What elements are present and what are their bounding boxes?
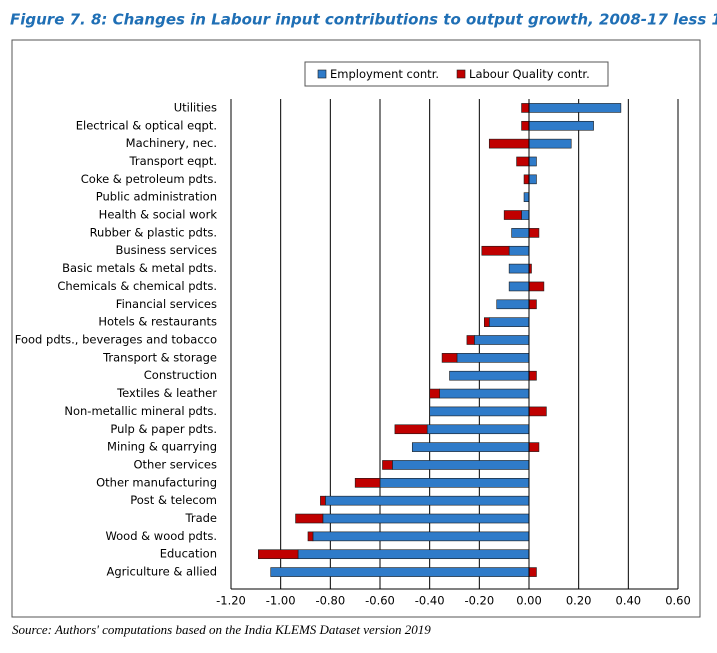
y-tick-label: Trade (185, 511, 218, 525)
x-tick-label: -0.60 (365, 594, 395, 608)
bar (523, 174, 530, 185)
bar (528, 103, 622, 113)
bar (325, 495, 530, 506)
y-tick-label: Pulp & paper pdts. (110, 422, 217, 436)
y-tick-label: Other services (134, 457, 218, 471)
bar (528, 567, 537, 577)
y-tick-label: Wood & wood pdts. (105, 529, 217, 543)
y-tick-label: Other manufacturing (96, 475, 217, 489)
legend-label: Employment contr. (330, 67, 439, 81)
y-tick-label: Public administration (96, 190, 217, 204)
y-tick-label: Agriculture & allied (106, 565, 217, 579)
bar (441, 353, 458, 363)
bar (429, 406, 530, 417)
y-tick-label: Food pdts., beverages and tobacco (15, 333, 217, 347)
legend-swatch (456, 69, 466, 79)
y-tick-label: Business services (115, 243, 217, 257)
source-note: Source: Authors' computations based on t… (12, 622, 431, 637)
bar (481, 245, 510, 256)
x-tick-label: 0.40 (616, 594, 642, 608)
bar (295, 513, 324, 524)
bar (354, 478, 381, 488)
bar (320, 495, 326, 506)
bar (528, 174, 537, 185)
x-tick-label: -0.80 (315, 594, 345, 608)
bar (394, 424, 428, 435)
bar (528, 406, 547, 417)
y-tick-label: Education (160, 547, 217, 561)
bar (521, 210, 530, 220)
bar (528, 138, 572, 149)
bar (521, 120, 530, 131)
y-tick-label: Hotels & restaurants (98, 315, 217, 329)
y-tick-label: Electrical & optical eqpt. (76, 118, 217, 132)
x-tick-label: -1.20 (216, 594, 246, 608)
bar (496, 299, 530, 310)
bar (379, 478, 530, 488)
y-tick-label: Transport eqpt. (129, 154, 217, 168)
bar (312, 531, 530, 542)
bar (508, 263, 530, 274)
bar (474, 335, 530, 345)
bar (270, 567, 530, 577)
bar (508, 245, 530, 256)
y-tick-label: Construction (144, 368, 217, 382)
bar (297, 549, 530, 560)
bar (528, 156, 537, 167)
y-tick-label: Financial services (116, 297, 217, 311)
y-tick-label: Rubber & plastic pdts. (90, 225, 217, 239)
y-tick-label: Non-metallic mineral pdts. (64, 404, 217, 418)
x-tick-label: -1.00 (266, 594, 296, 608)
bar (429, 388, 440, 399)
y-tick-label: Basic metals & metal pdts. (62, 261, 217, 275)
legend-label: Labour Quality contr. (469, 67, 590, 81)
bar (466, 335, 475, 345)
bar (521, 103, 530, 113)
bar (483, 317, 490, 327)
bar (528, 370, 537, 381)
bar (258, 549, 299, 560)
bar (528, 442, 540, 452)
x-tick-label: 0.20 (566, 594, 592, 608)
x-tick-label: 0.00 (516, 594, 542, 608)
y-tick-label: Health & social work (99, 208, 218, 222)
y-tick-label: Transport & storage (102, 350, 217, 364)
bar (456, 353, 530, 363)
y-tick-label: Post & telecom (130, 493, 217, 507)
bar (503, 210, 522, 220)
bar (528, 120, 594, 131)
bar (322, 513, 530, 524)
bar (382, 460, 393, 470)
y-tick-label: Mining & quarrying (107, 440, 217, 454)
legend-box (304, 61, 609, 87)
x-tick-label: -0.40 (415, 594, 445, 608)
bar (307, 531, 314, 542)
bar (511, 228, 530, 238)
bar (523, 192, 530, 202)
y-tick-label: Machinery, nec. (126, 136, 217, 150)
y-tick-label: Coke & petroleum pdts. (81, 172, 217, 186)
y-tick-label: Textiles & leather (116, 386, 217, 400)
bar (449, 370, 530, 381)
bar (488, 317, 530, 327)
legend-swatch (317, 69, 327, 79)
bar (426, 424, 530, 435)
bar (488, 138, 530, 149)
bar (528, 299, 537, 310)
x-tick-label: -0.20 (464, 594, 494, 608)
y-tick-label: Utilities (174, 100, 217, 114)
y-tick-label: Chemicals & chemical pdts. (57, 279, 217, 293)
bar (508, 281, 530, 292)
bar (516, 156, 530, 167)
bar (439, 388, 530, 399)
bar (392, 460, 530, 470)
x-tick-label: 0.60 (665, 594, 691, 608)
chart-frame (11, 39, 701, 618)
bar (528, 281, 545, 292)
chart-title: Figure 7. 8: Changes in Labour input con… (10, 11, 717, 29)
bar (528, 228, 540, 238)
bar (411, 442, 530, 452)
